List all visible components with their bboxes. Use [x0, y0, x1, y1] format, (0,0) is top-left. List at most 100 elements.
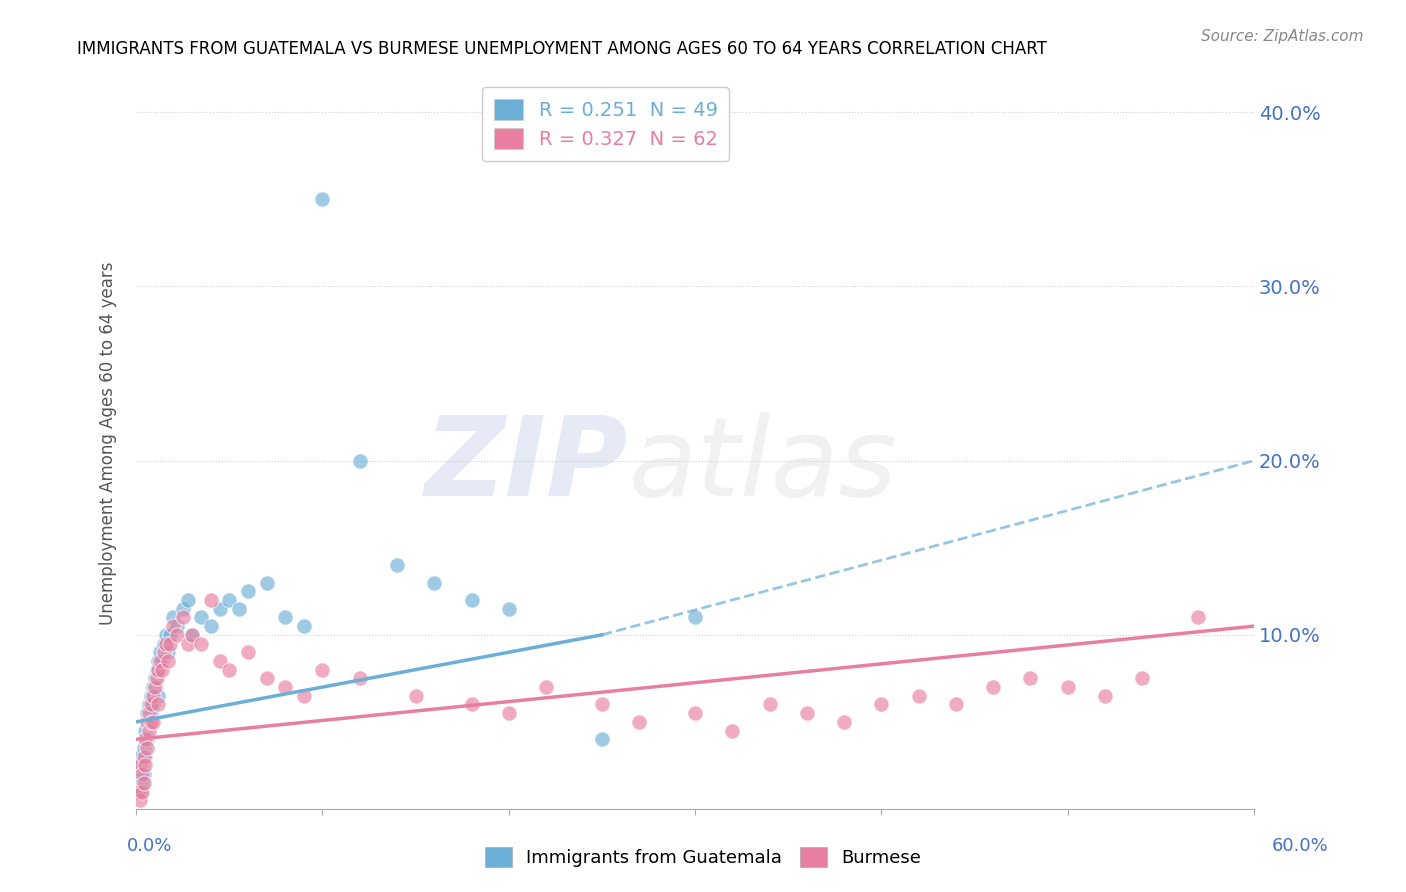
Point: [166, 628, 188, 642]
Point: [156, 645, 179, 659]
Point: [218, 593, 240, 607]
Point: [134, 723, 156, 738]
Point: [131, 776, 153, 790]
Text: 0.0%: 0.0%: [127, 837, 172, 855]
Point: [162, 619, 184, 633]
Point: [200, 593, 222, 607]
Point: [981, 680, 1004, 694]
Text: ZIP: ZIP: [425, 412, 628, 518]
Point: [159, 628, 181, 642]
Point: [128, 784, 150, 798]
Point: [138, 706, 160, 721]
Point: [153, 636, 176, 650]
Text: 60.0%: 60.0%: [1272, 837, 1329, 855]
Point: [208, 654, 231, 668]
Point: [177, 593, 200, 607]
Point: [236, 645, 259, 659]
Point: [132, 767, 155, 781]
Point: [172, 610, 194, 624]
Point: [423, 575, 446, 590]
Point: [131, 784, 153, 798]
Point: [150, 663, 173, 677]
Point: [142, 680, 165, 694]
Point: [155, 628, 177, 642]
Point: [721, 723, 744, 738]
Point: [138, 723, 160, 738]
Point: [870, 698, 893, 712]
Point: [136, 706, 159, 721]
Point: [628, 714, 651, 729]
Point: [218, 663, 240, 677]
Point: [907, 689, 929, 703]
Point: [136, 741, 159, 756]
Point: [311, 193, 333, 207]
Point: [148, 654, 170, 668]
Point: [683, 610, 706, 624]
Point: [128, 758, 150, 772]
Point: [1094, 689, 1116, 703]
Point: [1056, 680, 1078, 694]
Legend: Immigrants from Guatemala, Burmese: Immigrants from Guatemala, Burmese: [478, 839, 928, 874]
Point: [148, 663, 170, 677]
Point: [155, 636, 177, 650]
Point: [349, 453, 371, 467]
Point: [181, 628, 204, 642]
Point: [190, 610, 212, 624]
Point: [311, 663, 333, 677]
Point: [274, 610, 297, 624]
Point: [208, 601, 231, 615]
Point: [796, 706, 818, 721]
Point: [385, 558, 408, 573]
Point: [177, 636, 200, 650]
Point: [256, 575, 278, 590]
Point: [349, 672, 371, 686]
Text: IMMIGRANTS FROM GUATEMALA VS BURMESE UNEMPLOYMENT AMONG AGES 60 TO 64 YEARS CORR: IMMIGRANTS FROM GUATEMALA VS BURMESE UNE…: [77, 40, 1047, 58]
Point: [134, 732, 156, 747]
Point: [159, 636, 181, 650]
Text: Source: ZipAtlas.com: Source: ZipAtlas.com: [1201, 29, 1364, 44]
Point: [153, 645, 176, 659]
Point: [132, 741, 155, 756]
Point: [132, 776, 155, 790]
Point: [128, 793, 150, 807]
Point: [131, 767, 153, 781]
Point: [172, 601, 194, 615]
Point: [832, 714, 855, 729]
Point: [136, 732, 159, 747]
Point: [181, 628, 204, 642]
Point: [1130, 672, 1153, 686]
Point: [405, 689, 427, 703]
Point: [1019, 672, 1042, 686]
Point: [138, 698, 160, 712]
Point: [236, 584, 259, 599]
Point: [460, 593, 482, 607]
Point: [143, 672, 166, 686]
Point: [498, 706, 520, 721]
Point: [134, 758, 156, 772]
Y-axis label: Unemployment Among Ages 60 to 64 years: Unemployment Among Ages 60 to 64 years: [100, 261, 117, 625]
Point: [142, 689, 165, 703]
Point: [145, 663, 167, 677]
Point: [127, 784, 149, 798]
Point: [145, 672, 167, 686]
Point: [138, 714, 160, 729]
Point: [131, 758, 153, 772]
Point: [534, 680, 557, 694]
Text: atlas: atlas: [628, 412, 897, 518]
Point: [149, 645, 172, 659]
Point: [200, 619, 222, 633]
Point: [143, 680, 166, 694]
Point: [128, 749, 150, 764]
Point: [460, 698, 482, 712]
Point: [148, 689, 170, 703]
Point: [136, 714, 159, 729]
Point: [139, 714, 162, 729]
Point: [139, 698, 162, 712]
Point: [162, 610, 184, 624]
Point: [591, 732, 613, 747]
Point: [149, 654, 172, 668]
Point: [156, 654, 179, 668]
Point: [591, 698, 613, 712]
Point: [292, 689, 315, 703]
Point: [683, 706, 706, 721]
